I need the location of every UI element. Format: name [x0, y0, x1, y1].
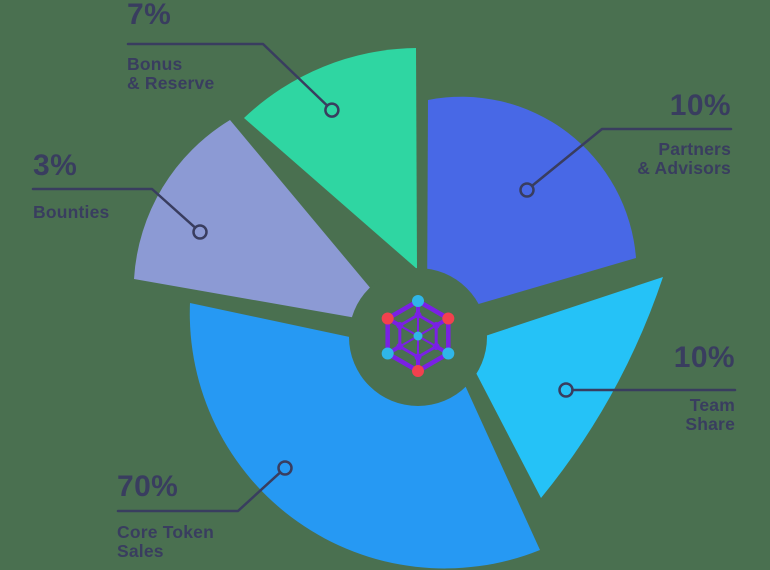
label-partners-advisors-text: Partners & Advisors	[637, 139, 731, 178]
logo-center-dot	[413, 331, 423, 341]
logo-outer-node-dot	[381, 312, 394, 325]
label-bounties: 3% Bounties	[33, 151, 109, 222]
pie-slice-bounties	[134, 120, 402, 326]
label-team-share: 10% Team Share	[674, 343, 735, 434]
label-bonus-reserve: 7% Bonus & Reserve	[127, 0, 214, 93]
leader-line-bonus-reserve	[126, 42, 329, 107]
logo-outer-node-dot	[442, 347, 455, 360]
pie-slice-team-share	[461, 277, 663, 498]
leader-ring-partners-advisors	[519, 182, 535, 198]
logo-inner-node-dot	[432, 322, 440, 329]
leader-ring-team-share	[558, 382, 574, 398]
pie-slices	[134, 48, 663, 569]
logo-outer-node-dot	[412, 365, 424, 377]
label-team-share-text: Team Share	[685, 395, 735, 434]
pie-slice-partners-advisors	[427, 96, 636, 320]
label-bounties-text: Bounties	[33, 202, 110, 222]
leader-line-core-token-sales	[116, 471, 282, 513]
label-core-token-sales: 70% Core Token Sales	[117, 472, 214, 561]
label-core-token-sales-text: Core Token Sales	[117, 522, 214, 561]
leader-ring-bounties	[192, 224, 208, 240]
pie-slice-bonus-reserve	[244, 48, 417, 269]
leader-lines	[31, 42, 737, 513]
logo-outer-node-dot	[381, 347, 394, 360]
logo-inner-node-dot	[414, 353, 422, 361]
label-bonus-reserve-text: Bonus & Reserve	[127, 54, 215, 93]
leader-ring-core-token-sales	[277, 460, 293, 476]
label-partners-advisors-percent: 10%	[669, 89, 731, 122]
label-bounties-percent: 3%	[33, 149, 78, 182]
logo-outer-node-dot	[442, 312, 455, 325]
logo-outer-node-dot	[412, 295, 424, 307]
label-partners-advisors: 10% Partners & Advisors	[637, 91, 731, 178]
leader-line-partners-advisors	[530, 127, 733, 188]
logo-inner-node-dot	[396, 343, 404, 350]
logo-inner-node-dot	[414, 311, 422, 319]
logo-inner-node-dot	[396, 322, 404, 329]
leader-line-bounties	[31, 187, 197, 229]
hexagon-network-logo	[381, 295, 455, 377]
label-team-share-percent: 10%	[673, 341, 735, 374]
logo-inner-node-dot	[432, 343, 440, 350]
label-bonus-reserve-percent: 7%	[127, 0, 172, 31]
label-core-token-sales-percent: 70%	[117, 470, 179, 503]
leader-ring-bonus-reserve	[324, 102, 340, 118]
